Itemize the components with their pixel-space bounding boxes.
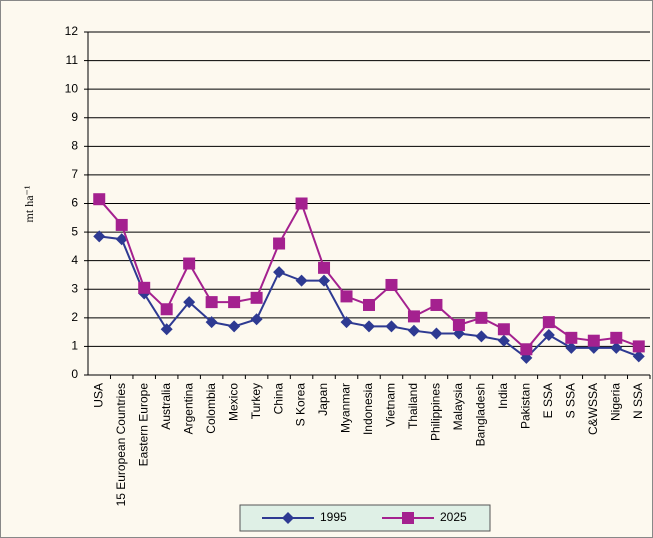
x-tick-label: Japan [316, 383, 330, 416]
marker [452, 318, 465, 331]
marker [402, 512, 414, 524]
marker [385, 278, 398, 291]
y-tick-label: 8 [71, 139, 78, 153]
x-tick-label: S SSA [563, 383, 577, 418]
marker [497, 334, 510, 347]
marker [138, 281, 151, 294]
marker [385, 320, 398, 333]
x-tick-label: Nigeria [608, 383, 622, 421]
x-tick-label: Australia [159, 383, 173, 430]
x-tick-label: Colombia [204, 383, 218, 434]
marker [93, 230, 106, 243]
marker [318, 274, 331, 287]
x-tick-label: USA [91, 383, 105, 408]
x-tick-label: Thailand [406, 383, 420, 429]
y-tick-label: 2 [71, 310, 78, 324]
x-tick-label: Argentina [181, 383, 195, 435]
x-tick-label: Bangladesh [474, 383, 488, 446]
marker [632, 350, 645, 363]
x-tick-label: N SSA [631, 383, 645, 419]
x-tick-label: Malaysia [451, 383, 465, 431]
marker [542, 316, 555, 329]
x-tick-label: C&WSSA [586, 383, 600, 435]
marker [610, 341, 623, 354]
marker [160, 323, 173, 336]
x-tick-label: Myanmar [339, 383, 353, 433]
x-tick-label: E SSA [541, 383, 555, 418]
marker [205, 296, 218, 309]
legend-label: 2025 [440, 510, 467, 524]
marker [115, 218, 128, 231]
x-tick-label: Vietnam [384, 383, 398, 427]
y-tick-label: 3 [71, 281, 78, 295]
y-tick-label: 4 [71, 253, 78, 267]
marker [475, 311, 488, 324]
y-axis-label: mt ha⁻¹ [22, 185, 36, 222]
marker [340, 290, 353, 303]
x-tick-label: Eastern Europe [136, 383, 150, 467]
marker [587, 334, 600, 347]
marker [475, 330, 488, 343]
marker [363, 320, 375, 333]
x-tick-label: China [271, 383, 285, 415]
x-tick-label: Pakistan [519, 383, 533, 429]
marker [295, 274, 308, 287]
marker [430, 327, 443, 340]
marker [632, 340, 645, 353]
marker [205, 316, 218, 329]
marker [407, 310, 420, 323]
y-tick-label: 12 [65, 24, 79, 38]
marker [228, 320, 241, 333]
marker [565, 341, 578, 354]
legend-label: 1995 [320, 510, 347, 524]
marker [250, 291, 263, 304]
marker [407, 324, 420, 337]
marker [228, 296, 241, 309]
x-tick-label: Mexico [226, 383, 240, 421]
marker [183, 257, 196, 270]
x-tick-label: Indonesia [361, 383, 375, 435]
marker [363, 298, 375, 311]
y-tick-label: 5 [71, 224, 78, 238]
marker [295, 197, 308, 210]
marker [340, 316, 353, 329]
marker [565, 331, 578, 344]
marker [520, 343, 533, 356]
x-tick-label: Philippines [429, 383, 443, 441]
marker [610, 331, 623, 344]
marker [273, 266, 286, 279]
x-tick-label: Turkey [249, 383, 263, 419]
marker [250, 313, 263, 326]
marker [318, 261, 331, 274]
marker [430, 298, 443, 311]
marker [273, 237, 286, 250]
marker [183, 296, 196, 309]
y-tick-label: 0 [71, 367, 78, 381]
y-tick-label: 1 [71, 339, 78, 353]
marker [497, 323, 510, 336]
y-tick-label: 10 [65, 81, 79, 95]
marker [542, 328, 555, 341]
y-tick-label: 9 [71, 110, 78, 124]
y-tick-label: 7 [71, 167, 78, 181]
marker [93, 193, 106, 206]
x-tick-label: 15 European Countries [114, 383, 128, 506]
x-tick-label: S Korea [294, 383, 308, 427]
y-tick-label: 11 [66, 53, 79, 67]
marker [160, 303, 173, 316]
marker [282, 512, 294, 524]
y-tick-label: 6 [71, 196, 78, 210]
x-tick-label: India [496, 383, 510, 409]
